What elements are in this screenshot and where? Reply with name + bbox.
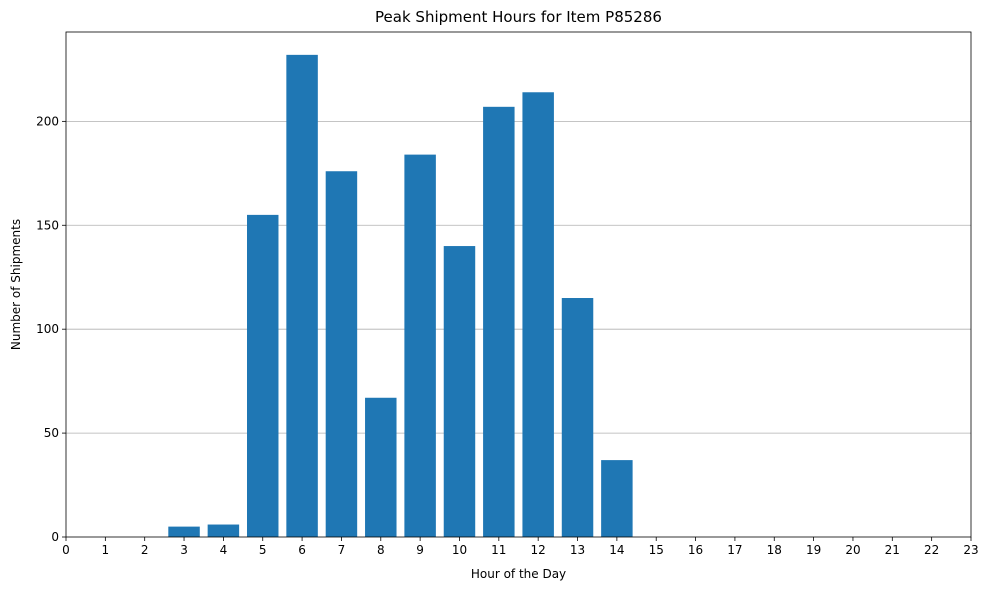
bar-hour-4	[207, 524, 240, 537]
y-axis-label: Number of Shipments	[9, 219, 23, 350]
bar-hour-13	[561, 298, 594, 537]
y-tick-label-100: 100	[36, 322, 59, 336]
x-tick-label-7: 7	[338, 543, 346, 557]
x-tick-label-11: 11	[491, 543, 506, 557]
x-tick-label-20: 20	[845, 543, 860, 557]
bar-hour-11	[483, 106, 515, 537]
bars	[168, 54, 633, 538]
x-tick-label-0: 0	[62, 543, 70, 557]
x-tick-label-2: 2	[141, 543, 149, 557]
x-tick-label-19: 19	[806, 543, 821, 557]
y-tick-label-0: 0	[51, 530, 59, 544]
bar-hour-7	[325, 171, 358, 537]
bar-hour-8	[365, 397, 397, 537]
bar-hour-9	[404, 154, 436, 538]
x-tick-label-10: 10	[452, 543, 467, 557]
bar-hour-5	[247, 214, 279, 537]
x-tick-label-15: 15	[649, 543, 664, 557]
x-tick-label-6: 6	[298, 543, 306, 557]
bar-hour-14	[601, 460, 633, 537]
y-tick-label-50: 50	[44, 426, 59, 440]
x-tick-label-23: 23	[963, 543, 978, 557]
plot-frame	[65, 31, 972, 538]
x-tick-label-14: 14	[609, 543, 624, 557]
y-axis-ticks: 0 50 100 150 200	[36, 114, 66, 544]
x-tick-label-18: 18	[767, 543, 782, 557]
x-tick-label-9: 9	[416, 543, 424, 557]
y-tick-label-150: 150	[36, 218, 59, 232]
x-tick-label-17: 17	[727, 543, 742, 557]
x-tick-label-3: 3	[180, 543, 188, 557]
x-tick-label-16: 16	[688, 543, 703, 557]
x-tick-label-5: 5	[259, 543, 267, 557]
x-tick-label-22: 22	[924, 543, 939, 557]
x-tick-label-4: 4	[220, 543, 228, 557]
x-axis-ticks: 0 1 2 3 4 5 6 7 8 9 10 11 12 13 14 15 16 17 18 19 20 21 22 23	[62, 537, 979, 557]
bar-hour-6	[286, 54, 318, 538]
y-tick-label-200: 200	[36, 114, 59, 128]
x-tick-label-1: 1	[102, 543, 110, 557]
grid-lines	[66, 120, 971, 434]
bar-hour-12	[522, 92, 554, 537]
bar-hour-3	[168, 526, 200, 537]
x-tick-label-8: 8	[377, 543, 385, 557]
chart-title: Peak Shipment Hours for Item P85286	[375, 8, 662, 26]
x-axis-label: Hour of the Day	[471, 567, 566, 581]
x-tick-label-12: 12	[531, 543, 546, 557]
x-tick-label-21: 21	[885, 543, 900, 557]
x-tick-label-13: 13	[570, 543, 585, 557]
bar-hour-10	[443, 246, 476, 537]
